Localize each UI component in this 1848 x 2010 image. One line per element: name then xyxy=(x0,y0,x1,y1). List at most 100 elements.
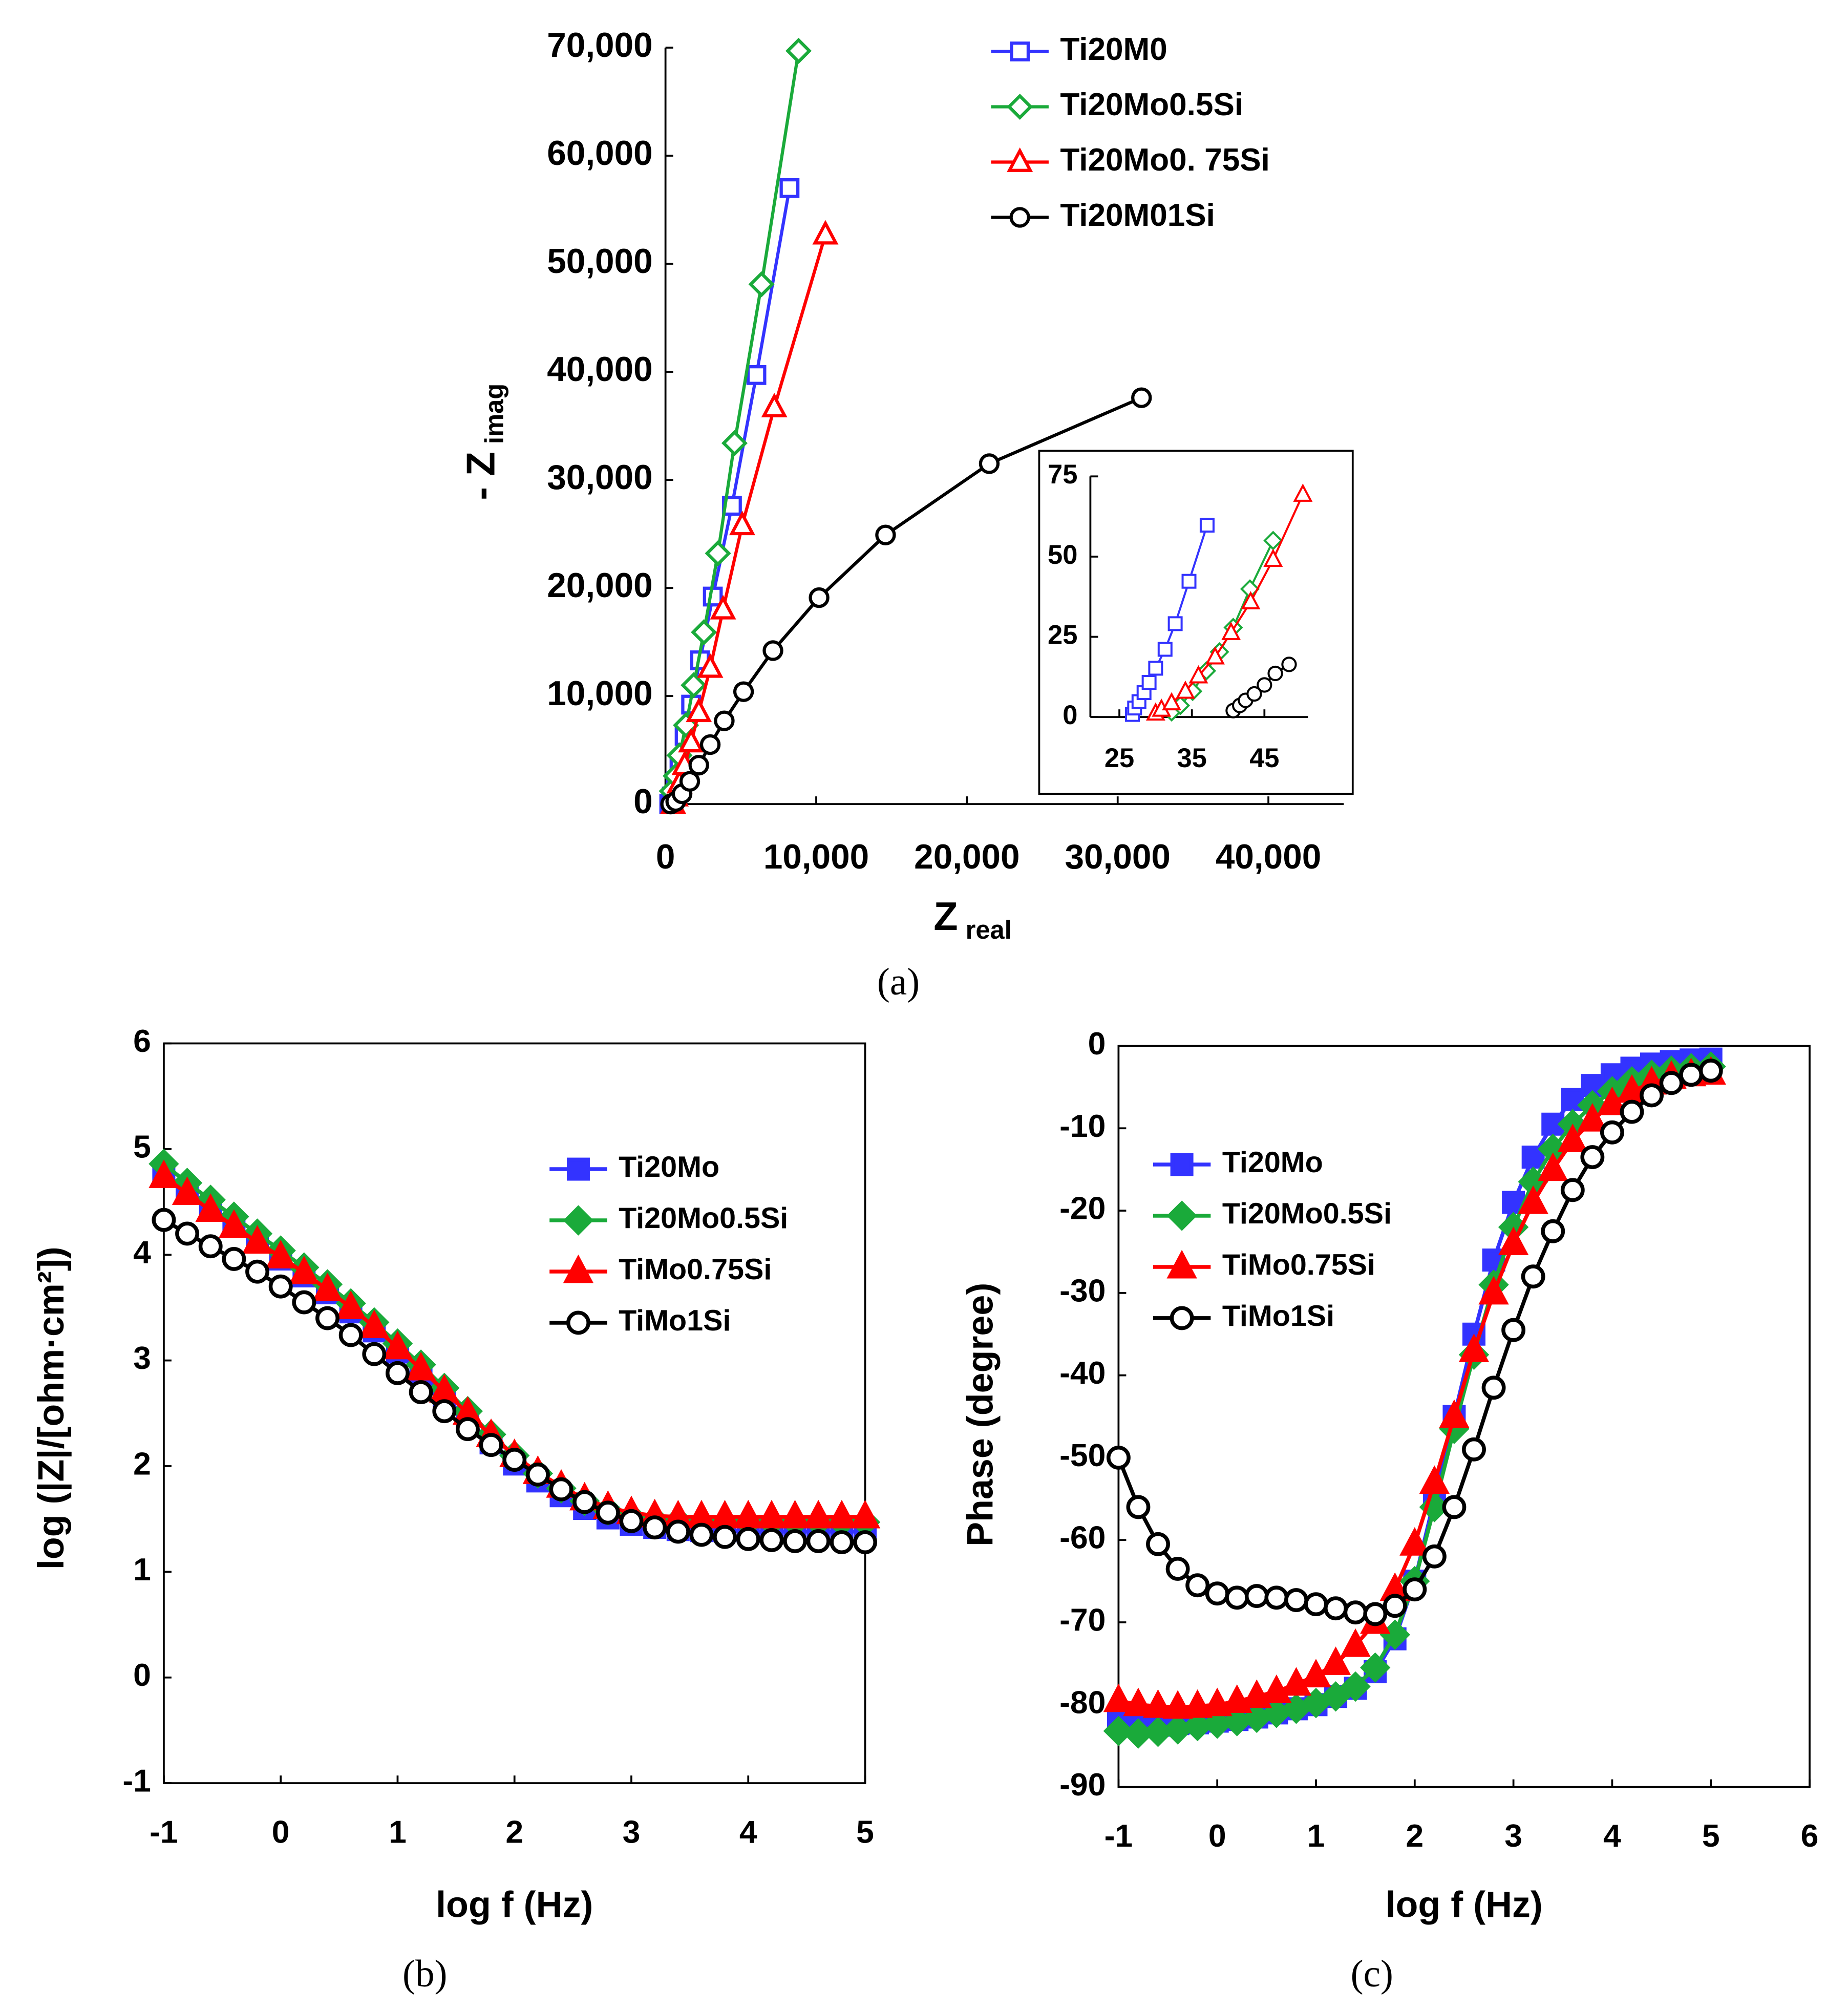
marker-circle xyxy=(479,1433,503,1457)
marker-circle xyxy=(1541,1219,1565,1243)
marker-square xyxy=(1181,574,1197,589)
x-tick-label: 30,000 xyxy=(1065,838,1171,876)
marker-triangle xyxy=(312,1273,343,1301)
y-axis-label-text: Phase (degree) xyxy=(960,1283,1001,1547)
x-tick-label: 1 xyxy=(1307,1818,1325,1854)
legend-label: Ti20Mo0. 75Si xyxy=(1060,142,1269,178)
marker-triangle xyxy=(1340,1628,1371,1657)
marker-triangle xyxy=(729,511,755,536)
marker-circle xyxy=(688,754,709,776)
marker-triangle xyxy=(1007,147,1033,172)
marker-circle xyxy=(1600,1120,1624,1145)
marker-circle xyxy=(362,1342,387,1366)
x-tick-label: 4 xyxy=(1603,1818,1621,1854)
marker-triangle xyxy=(265,1240,296,1268)
marker-triangle xyxy=(1202,1687,1233,1717)
marker-triangle xyxy=(242,1225,273,1254)
legend-label: Ti20Mo0.5Si xyxy=(619,1202,788,1235)
caption: (b) xyxy=(402,1953,447,1995)
marker-circle xyxy=(979,453,1000,474)
marker-circle xyxy=(596,1500,620,1525)
marker-circle xyxy=(386,1361,410,1385)
marker-triangle xyxy=(1166,1250,1197,1279)
marker-circle xyxy=(502,1448,527,1472)
marker-circle xyxy=(689,1522,714,1547)
marker-diamond xyxy=(721,430,748,456)
marker-circle xyxy=(1244,1584,1269,1608)
marker-circle xyxy=(1580,1145,1605,1169)
legend-label: Ti20Mo0.5Si xyxy=(1222,1197,1392,1230)
y-tick-label: 60,000 xyxy=(547,134,652,173)
y-tick-label: 3 xyxy=(133,1340,151,1376)
marker-circle xyxy=(409,1380,433,1404)
caption: (c) xyxy=(1351,1953,1393,1995)
plot-frame xyxy=(1117,1045,1811,1788)
y-axis-label: - Z imag xyxy=(459,384,509,500)
x-tick-label: 1 xyxy=(389,1814,407,1850)
marker-triangle xyxy=(849,1499,881,1529)
marker-triangle xyxy=(733,1499,763,1529)
x-axis-label-text: log f (Hz) xyxy=(1386,1884,1543,1925)
marker-circle xyxy=(666,1519,690,1544)
marker-diamond xyxy=(1360,1652,1391,1683)
marker-diamond xyxy=(691,619,717,646)
marker-circle xyxy=(1185,1573,1210,1598)
y-tick-label: -40 xyxy=(1059,1355,1106,1391)
y-tick-label: 4 xyxy=(133,1235,151,1271)
marker-triangle xyxy=(710,595,736,620)
marker-diamond xyxy=(1007,93,1033,120)
marker-triangle xyxy=(1241,591,1261,609)
marker-triangle xyxy=(803,1499,834,1529)
marker-triangle xyxy=(1182,1689,1213,1718)
marker-triangle xyxy=(678,728,705,753)
marker-circle xyxy=(1442,1495,1467,1519)
marker-circle xyxy=(1225,1585,1249,1610)
marker-circle xyxy=(1620,1099,1644,1124)
marker-circle xyxy=(830,1530,854,1554)
marker-circle xyxy=(713,1525,737,1549)
marker-circle xyxy=(572,1490,597,1514)
marker-circle xyxy=(1679,1063,1704,1087)
x-tick-label: 0 xyxy=(1208,1818,1226,1854)
y-tick-label: 0 xyxy=(133,1657,151,1693)
marker-circle xyxy=(1131,387,1152,408)
marker-circle xyxy=(1246,686,1262,702)
marker-triangle xyxy=(1419,1465,1450,1494)
marker-triangle xyxy=(219,1209,249,1238)
marker-triangle xyxy=(359,1309,390,1339)
marker-circle xyxy=(1422,1544,1447,1569)
y-tick-label: -20 xyxy=(1059,1191,1106,1226)
y-tick-label: -70 xyxy=(1059,1602,1106,1638)
y-tick-label: 70,000 xyxy=(547,26,652,65)
x-tick-label: 0 xyxy=(656,838,675,876)
marker-circle xyxy=(525,1463,550,1487)
y-axis-label: Phase (degree) xyxy=(960,1283,1001,1547)
legend-label: Ti20Mo0.5Si xyxy=(1060,87,1243,122)
marker-circle xyxy=(245,1259,269,1284)
marker-triangle xyxy=(761,393,788,418)
marker-circle xyxy=(222,1247,246,1271)
marker-circle xyxy=(1106,1445,1131,1470)
x-tick-label: 10,000 xyxy=(763,838,869,876)
marker-circle xyxy=(268,1274,293,1299)
y-tick-label: 25 xyxy=(1048,620,1077,650)
marker-circle xyxy=(1640,1083,1664,1108)
marker-triangle xyxy=(1538,1152,1568,1181)
marker-diamond xyxy=(1340,1671,1371,1702)
marker-circle xyxy=(1521,1264,1545,1289)
marker-triangle xyxy=(1175,680,1195,699)
marker-triangle xyxy=(382,1330,413,1360)
marker-triangle xyxy=(172,1176,203,1205)
y-tick-label: 0 xyxy=(1088,1026,1106,1062)
marker-triangle xyxy=(406,1351,436,1381)
y-tick-label: -30 xyxy=(1059,1273,1106,1308)
x-tick-label: 6 xyxy=(1801,1818,1819,1854)
inset-frame xyxy=(1038,450,1354,795)
marker-triangle xyxy=(1103,1683,1134,1712)
marker-triangle xyxy=(1123,1687,1154,1717)
marker-circle xyxy=(853,1530,877,1554)
legend-label: Ti20Mo xyxy=(1222,1146,1323,1179)
legend-label: TiMo0.75Si xyxy=(1222,1249,1375,1281)
marker-circle xyxy=(1264,1585,1289,1610)
y-tick-label: -1 xyxy=(122,1763,151,1799)
